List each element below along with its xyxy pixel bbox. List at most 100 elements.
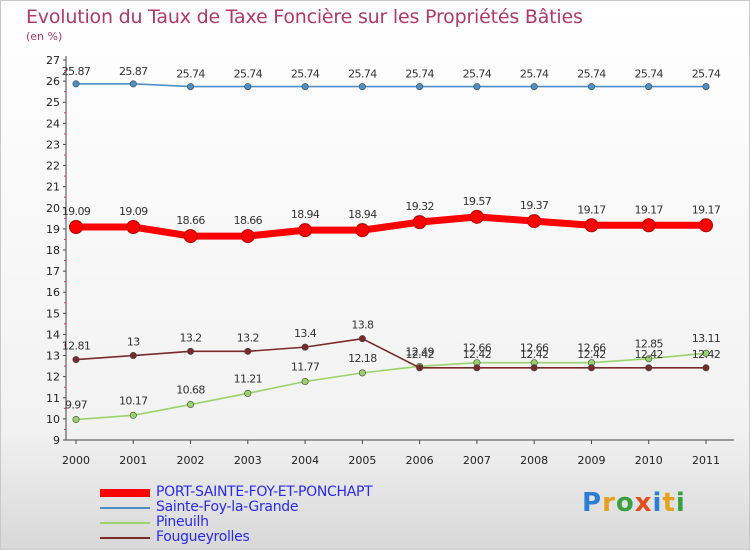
logo-letter: r (602, 488, 616, 518)
y-tick-label: 10 (46, 413, 60, 426)
y-tick-label: 18 (46, 244, 60, 257)
series-line-1 (75, 83, 707, 88)
y-tick-label: 20 (46, 202, 60, 215)
x-tick-label: 2011 (692, 454, 720, 467)
data-point (244, 347, 252, 355)
data-label: 18.94 (291, 208, 320, 221)
data-label: 12.81 (62, 340, 91, 353)
data-point (301, 378, 309, 386)
data-point (645, 355, 653, 363)
data-label: 12.42 (692, 348, 721, 361)
data-label: 25.74 (291, 68, 320, 81)
y-tick-label: 14 (46, 328, 60, 341)
data-point (72, 80, 80, 88)
data-point (298, 223, 313, 238)
series-line-2 (75, 352, 707, 421)
logo-letter: P (582, 488, 603, 518)
proxiti-logo: Proxiti (582, 488, 686, 518)
data-label: 12.66 (520, 342, 549, 355)
legend-swatch (100, 507, 150, 509)
data-label: 25.74 (176, 68, 205, 81)
legend-label: Pineuilh (156, 514, 209, 530)
data-label: 13.8 (351, 319, 374, 332)
data-label: 19.37 (520, 199, 549, 212)
x-tick-label: 2001 (119, 454, 147, 467)
y-tick-label: 12 (46, 371, 60, 384)
data-point (69, 219, 83, 234)
data-point (641, 218, 656, 233)
data-point (587, 364, 595, 372)
logo-letter: t (662, 488, 676, 518)
data-point (645, 83, 653, 91)
data-point (473, 364, 481, 372)
data-label: 12.42 (634, 348, 663, 361)
data-point (473, 83, 481, 91)
data-point (358, 83, 366, 91)
data-label: 13 (127, 336, 140, 349)
data-point (530, 83, 538, 91)
x-tick-label: 2000 (62, 454, 90, 467)
data-point (412, 215, 427, 230)
data-point (187, 83, 195, 91)
data-label: 13.2 (237, 331, 259, 344)
y-tick-label: 25 (46, 96, 60, 109)
data-point (301, 343, 309, 351)
x-tick-label: 2006 (406, 454, 434, 467)
data-label: 11.77 (291, 361, 320, 374)
data-point (187, 347, 195, 355)
data-point (587, 83, 595, 91)
data-label: 25.74 (234, 68, 263, 81)
data-point (244, 389, 252, 397)
data-label: 25.74 (577, 68, 606, 81)
data-point (187, 401, 195, 409)
data-label: 25.74 (634, 68, 663, 81)
data-point (301, 83, 309, 91)
data-label: 12.66 (577, 342, 606, 355)
data-point (129, 80, 137, 88)
data-point (584, 218, 599, 233)
chart-unit-label: (en %) (26, 30, 63, 43)
data-point (530, 364, 538, 372)
data-label: 25.87 (119, 65, 148, 78)
y-tick-label: 26 (46, 75, 60, 88)
y-tick-label: 13 (46, 350, 60, 363)
y-tick-label: 19 (46, 223, 60, 236)
data-label: 12.42 (577, 348, 606, 361)
legend-swatch (100, 522, 150, 524)
data-point (702, 83, 710, 91)
y-tick-label: 16 (46, 286, 60, 299)
data-label: 18.66 (176, 214, 205, 227)
data-point (72, 416, 80, 424)
data-label: 12.42 (520, 348, 549, 361)
data-label: 12.49 (405, 345, 434, 358)
data-point (244, 83, 252, 91)
logo-letter: x (634, 488, 653, 518)
data-point (699, 218, 713, 233)
data-label: 25.74 (520, 68, 549, 81)
data-point (702, 349, 710, 357)
data-point (645, 364, 653, 372)
data-point (129, 411, 137, 419)
data-label: 18.66 (234, 214, 263, 227)
x-tick-label: 2002 (177, 454, 205, 467)
data-label: 12.18 (348, 352, 377, 365)
legend-label: Fougueyrolles (156, 529, 250, 545)
data-label: 12.85 (634, 338, 663, 351)
data-label: 19.09 (119, 205, 148, 218)
data-label: 11.21 (234, 372, 263, 385)
y-tick-label: 11 (46, 392, 60, 405)
y-tick-label: 21 (46, 181, 60, 194)
data-label: 12.42 (405, 348, 434, 361)
y-tick-label: 22 (46, 160, 60, 173)
data-point (240, 229, 255, 244)
data-point (358, 369, 366, 377)
data-label: 25.74 (405, 68, 434, 81)
x-tick-label: 2003 (234, 454, 262, 467)
legend-swatch (100, 489, 150, 497)
data-label: 19.57 (463, 195, 492, 208)
data-point (416, 364, 424, 372)
data-point (469, 209, 484, 224)
legend-swatch (100, 537, 150, 539)
